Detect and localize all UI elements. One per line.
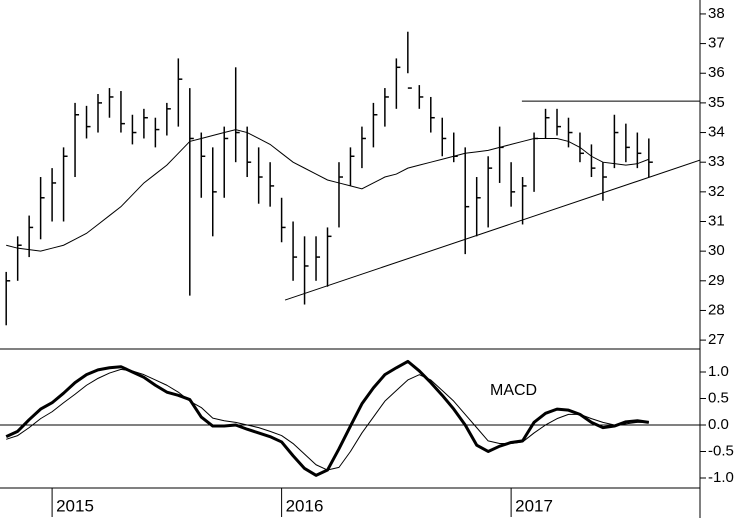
y-tick-label: 0.5	[708, 389, 729, 406]
y-tick-label: 29	[708, 272, 725, 289]
indicator-line	[6, 368, 649, 471]
y-tick-label: 38	[708, 5, 725, 22]
y-tick-label: 28	[708, 301, 725, 318]
y-tick-label: 34	[708, 124, 725, 141]
y-tick-label: 27	[708, 331, 725, 348]
x-tick-label: 2017	[515, 496, 553, 515]
x-tick-label: 2016	[286, 496, 324, 515]
x-tick-label: 2015	[56, 496, 94, 515]
y-tick-label: 35	[708, 94, 725, 111]
y-tick-label: 31	[708, 212, 725, 229]
y-tick-label: 30	[708, 242, 725, 259]
plot-area	[5, 31, 700, 326]
y-tick-label: -1.0	[708, 469, 734, 486]
y-tick-label: 37	[708, 35, 725, 52]
panel-title: MACD	[490, 382, 537, 399]
y-tick-label: 32	[708, 183, 725, 200]
plot-area	[5, 359, 650, 477]
moving-average	[6, 129, 650, 252]
y-tick-label: 0.0	[708, 416, 729, 433]
y-tick-label: 1.0	[708, 363, 729, 380]
trendline	[284, 159, 700, 301]
y-tick-label: -0.5	[708, 442, 734, 459]
y-tick-label: 36	[708, 64, 725, 81]
y-tick-label: 33	[708, 153, 725, 170]
